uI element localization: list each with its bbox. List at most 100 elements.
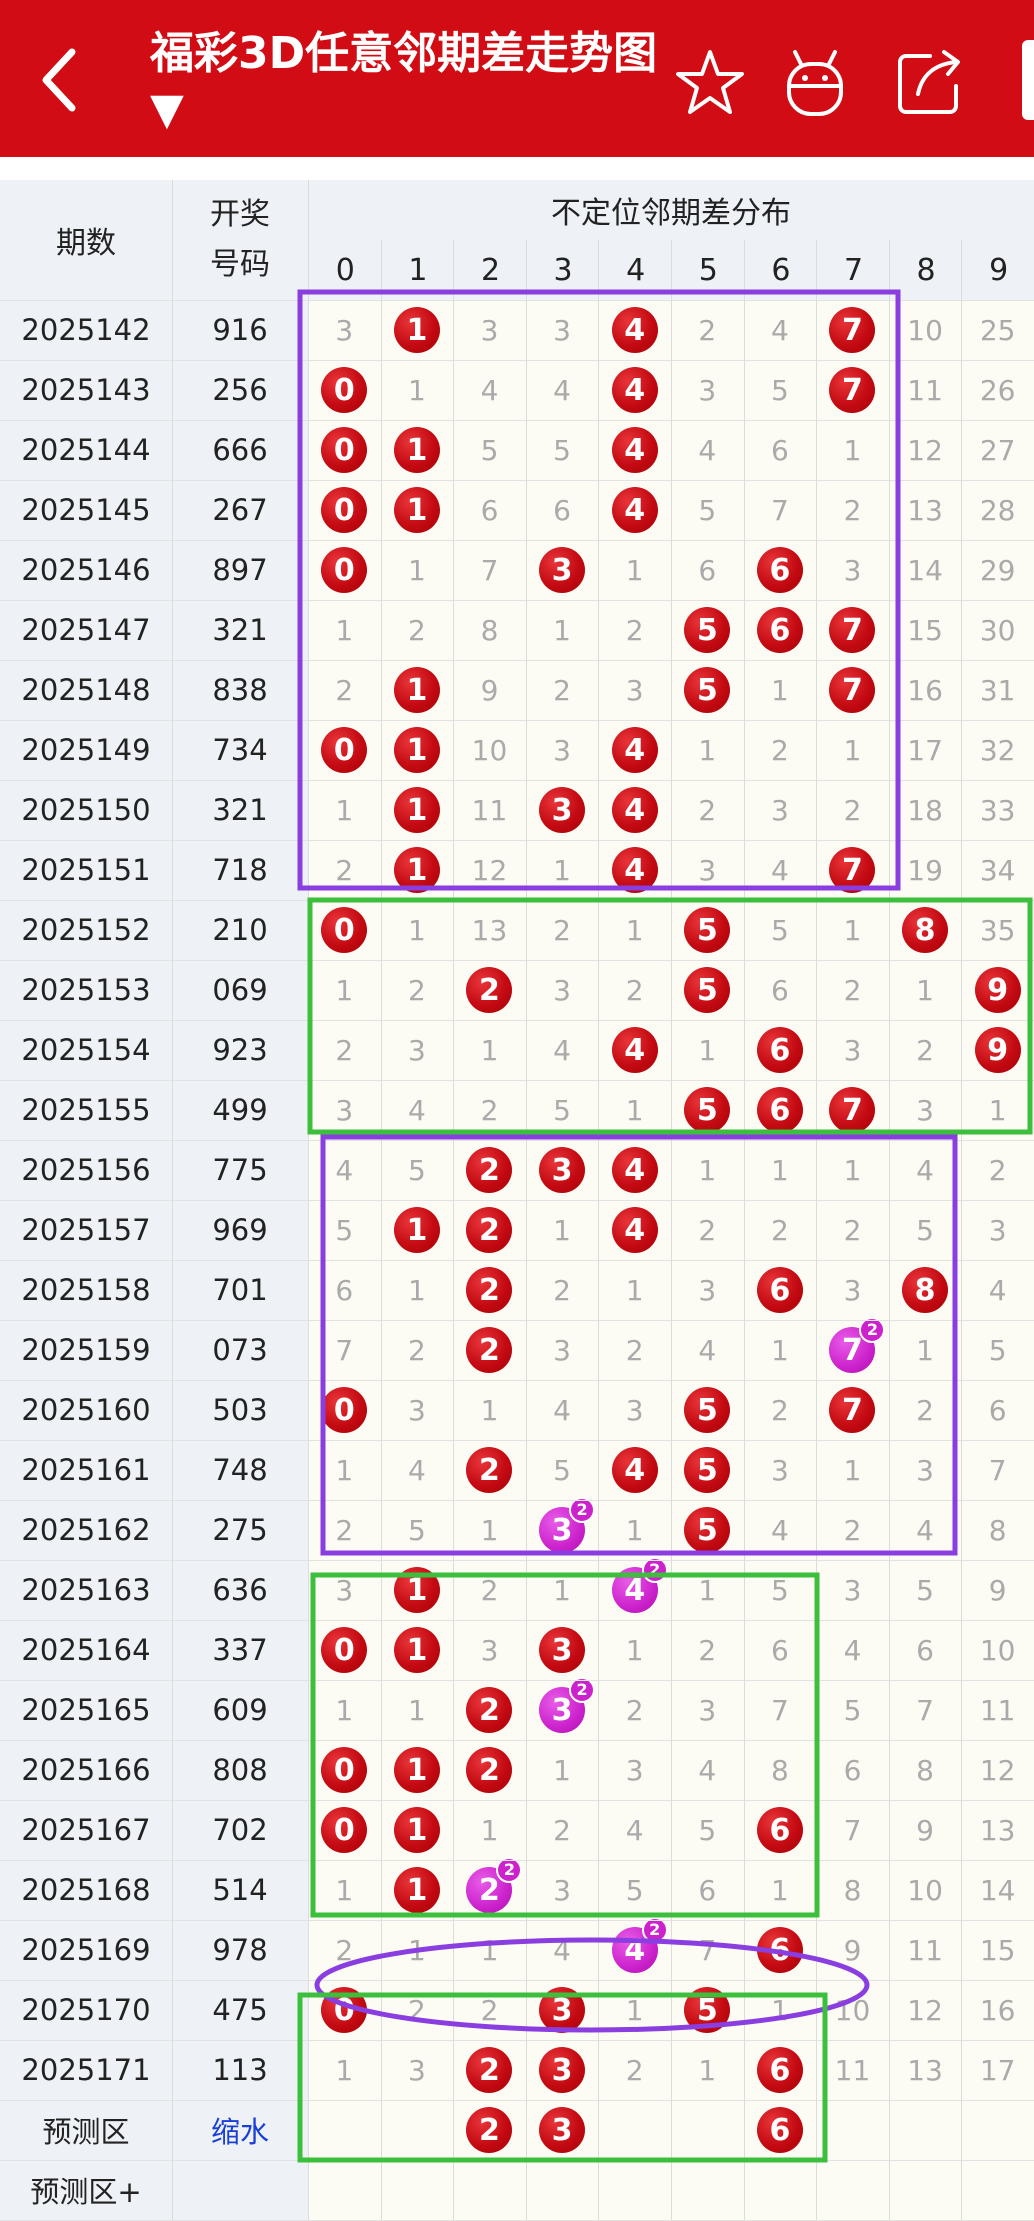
omission-value: 2 (553, 673, 571, 707)
predict-plus-cell[interactable] (380, 2160, 454, 2220)
omission-value: 3 (770, 1453, 789, 1487)
hit-ball: 0 (321, 1387, 368, 1433)
omission-value: 4 (698, 433, 717, 467)
row-divider (0, 960, 1034, 961)
hit-ball: 9 (974, 1027, 1021, 1073)
share-icon[interactable] (890, 42, 970, 122)
omission-value: 6 (770, 973, 789, 1007)
predict-plus-cell[interactable] (743, 2160, 817, 2220)
diff-cell: 5 (743, 360, 817, 420)
diff-cell: 2 (816, 480, 889, 540)
diff-cell: 5 (453, 420, 526, 480)
predict-plus-cell[interactable] (598, 2160, 671, 2220)
diff-cell: 12 (888, 1980, 962, 2040)
hit-ball: 1 (393, 1807, 440, 1853)
diff-cell: 5 (671, 600, 744, 660)
hit-ball: 2 (466, 1327, 513, 1373)
omission-value: 4 (988, 1273, 1007, 1307)
diff-cell: 1 (816, 900, 889, 960)
ball-digit: 1 (406, 1572, 428, 1608)
diff-cell: 3 (598, 660, 671, 720)
diff-cell: 8 (888, 1260, 962, 1320)
predict-cell[interactable]: 2 (453, 2100, 526, 2160)
back-icon[interactable] (30, 40, 90, 120)
omission-value: 14 (907, 553, 943, 587)
predict-cell[interactable] (598, 2100, 671, 2160)
ball-digit: 8 (914, 912, 936, 948)
omission-value: 1 (480, 1033, 499, 1067)
omission-value: 7 (770, 1693, 789, 1727)
diff-cell: 1 (598, 540, 671, 600)
diff-cell: 2 (598, 960, 671, 1020)
predict-plus-cell[interactable] (671, 2160, 744, 2220)
diff-cell: 4 (743, 1500, 817, 1560)
robot-icon[interactable] (775, 42, 855, 122)
star-icon[interactable] (670, 42, 750, 122)
predict-cell[interactable] (671, 2100, 744, 2160)
predict-cell[interactable] (816, 2100, 889, 2160)
predict-cell[interactable] (308, 2100, 381, 2160)
omission-value: 12 (907, 1993, 943, 2027)
predict-cell[interactable]: 6 (743, 2100, 817, 2160)
row-divider (0, 1320, 1034, 1321)
hit-ball: 5 (684, 1507, 731, 1553)
predict-cell[interactable] (888, 2100, 962, 2160)
diff-cell: 4 (598, 480, 671, 540)
ball-digit: 4 (624, 1452, 646, 1488)
diff-cell: 5 (671, 480, 744, 540)
diff-cell: 8 (888, 1740, 962, 1800)
hit-ball: 0 (321, 547, 368, 593)
diff-cell: 4 (888, 1500, 962, 1560)
diff-cell: 7 (816, 600, 889, 660)
predict-plus-cell[interactable] (961, 2160, 1034, 2220)
draw-number-cell: 503 (172, 1380, 308, 1440)
col-divider (453, 240, 455, 2220)
predict-plus-cell[interactable] (308, 2160, 381, 2220)
diff-cell: 11 (888, 1920, 962, 1980)
diff-cell: 6 (743, 600, 817, 660)
predict-plus-cell[interactable] (453, 2160, 526, 2220)
omission-value: 2 (407, 613, 426, 647)
omission-value: 2 (625, 613, 644, 647)
omission-value: 1 (698, 1153, 717, 1187)
diff-cell: 2 (598, 1680, 671, 1740)
diff-cell: 4 (816, 1620, 889, 1680)
more-menu-edge[interactable] (1022, 40, 1034, 120)
draw-number-cell: 702 (172, 1800, 308, 1860)
predict-plus-cell[interactable] (525, 2160, 599, 2220)
hit-ball: 4 (611, 1447, 658, 1493)
omission-value: 1 (335, 1453, 354, 1487)
digit-header: 3 (525, 240, 600, 300)
diff-cell: 1 (380, 1260, 454, 1320)
predict-cell[interactable] (380, 2100, 454, 2160)
diff-cell: 6 (525, 480, 599, 540)
ball-digit: 1 (406, 732, 428, 768)
diff-cell: 1 (380, 1200, 454, 1260)
diff-cell: 6 (743, 960, 817, 1020)
omission-value: 2 (553, 913, 571, 947)
diff-cell: 5 (671, 1380, 744, 1440)
hit-ball: 0 (321, 1747, 368, 1793)
omission-value: 4 (698, 1753, 717, 1787)
diff-cell: 8 (888, 900, 962, 960)
diff-cell: 5 (743, 1560, 817, 1620)
shrink-link[interactable]: 缩水 (172, 2100, 308, 2160)
page-title[interactable]: 福彩3D任意邻期差走势图 ▼ (150, 28, 658, 135)
ball-digit: 7 (842, 1392, 863, 1428)
predict-cell[interactable] (961, 2100, 1034, 2160)
diff-cell: 25 (961, 300, 1034, 360)
diff-cell: 27 (961, 420, 1034, 480)
diff-cell: 7 (816, 660, 889, 720)
omission-value: 3 (843, 553, 862, 587)
predict-plus-cell[interactable] (888, 2160, 962, 2220)
predict-cell[interactable]: 3 (525, 2100, 599, 2160)
omission-value: 2 (553, 1273, 571, 1307)
hit-ball: 2 (466, 1447, 513, 1493)
predict-plus-cell[interactable] (816, 2160, 889, 2220)
omission-value: 10 (471, 733, 508, 767)
omission-value: 3 (407, 1393, 426, 1427)
diff-cell: 7 (961, 1440, 1034, 1500)
col-divider (961, 240, 963, 2220)
